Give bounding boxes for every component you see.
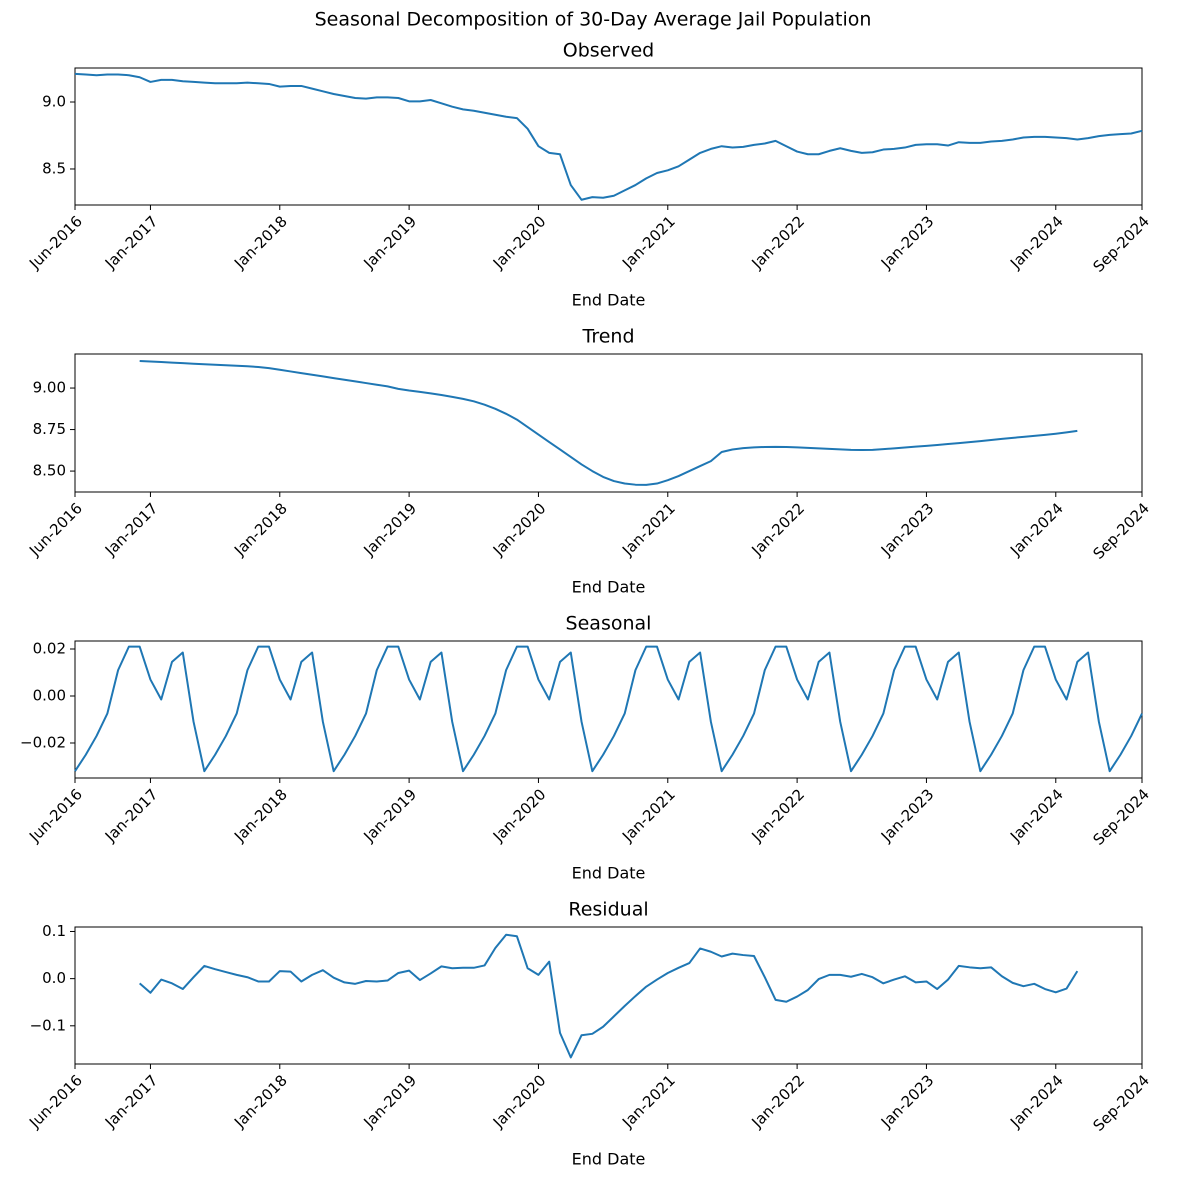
x-tick-label: Jan-2020 bbox=[489, 785, 550, 846]
x-tick-label: Jan-2018 bbox=[230, 212, 291, 273]
x-tick-label: Jun-2016 bbox=[25, 785, 86, 846]
x-tick-label: Jan-2017 bbox=[101, 212, 162, 273]
x-tick-label: Jan-2024 bbox=[1006, 499, 1067, 560]
y-tick-label: −0.1 bbox=[30, 1016, 66, 1034]
x-axis-label: End Date bbox=[572, 864, 646, 883]
x-axis-label: End Date bbox=[572, 1150, 646, 1169]
x-tick-label: Jun-2016 bbox=[25, 212, 86, 273]
x-tick-label: Jan-2017 bbox=[101, 499, 162, 560]
data-line bbox=[139, 359, 1078, 486]
x-tick-label: Jan-2024 bbox=[1006, 1071, 1067, 1132]
x-tick-label: Sep-2024 bbox=[1089, 785, 1153, 849]
panel-title: Residual bbox=[568, 899, 648, 921]
y-tick-label: −0.02 bbox=[20, 733, 66, 751]
x-tick-label: Jan-2017 bbox=[101, 785, 162, 846]
y-tick-label: 9.00 bbox=[33, 379, 66, 397]
axes-frame bbox=[74, 640, 1143, 779]
panel-title: Observed bbox=[563, 40, 654, 62]
x-tick-label: Jan-2018 bbox=[230, 1071, 291, 1132]
x-tick-label: Jan-2018 bbox=[230, 785, 291, 846]
y-tick-label: 8.75 bbox=[33, 420, 66, 438]
y-tick-label: 9.0 bbox=[42, 93, 66, 111]
x-tick-label: Sep-2024 bbox=[1089, 1071, 1153, 1135]
x-tick-label: Jan-2022 bbox=[748, 212, 809, 273]
x-tick-label: Jan-2019 bbox=[360, 212, 421, 273]
y-tick-label: 8.50 bbox=[33, 462, 66, 480]
axes-frame bbox=[74, 353, 1143, 493]
x-tick-label: Jan-2023 bbox=[877, 499, 938, 560]
x-tick-label: Jan-2017 bbox=[101, 1071, 162, 1132]
x-tick-label: Jan-2023 bbox=[877, 1071, 938, 1132]
x-tick-label: Jan-2019 bbox=[360, 1071, 421, 1132]
x-tick-label: Jan-2021 bbox=[618, 1071, 679, 1132]
x-tick-label: Jan-2024 bbox=[1006, 212, 1067, 273]
x-tick-label: Jan-2023 bbox=[877, 212, 938, 273]
x-tick-label: Sep-2024 bbox=[1089, 499, 1153, 563]
x-axis-label: End Date bbox=[572, 291, 646, 310]
panel-title: Trend bbox=[582, 326, 635, 348]
x-tick-label: Jan-2020 bbox=[489, 212, 550, 273]
x-tick-label: Jun-2016 bbox=[25, 499, 86, 560]
x-tick-label: Jan-2022 bbox=[748, 1071, 809, 1132]
x-axis-label: End Date bbox=[572, 578, 646, 597]
x-tick-label: Jun-2016 bbox=[25, 1071, 86, 1132]
x-tick-label: Jan-2020 bbox=[489, 1071, 550, 1132]
figure-title: Seasonal Decomposition of 30-Day Average… bbox=[315, 9, 872, 31]
x-tick-label: Jan-2023 bbox=[877, 785, 938, 846]
panel-title: Seasonal bbox=[566, 613, 652, 635]
data-line bbox=[74, 645, 1143, 773]
x-tick-label: Jan-2021 bbox=[618, 212, 679, 273]
x-tick-label: Jan-2022 bbox=[748, 499, 809, 560]
axes-frame bbox=[74, 926, 1143, 1065]
x-tick-label: Jan-2021 bbox=[618, 785, 679, 846]
x-tick-label: Jan-2021 bbox=[618, 499, 679, 560]
x-tick-label: Jan-2019 bbox=[360, 785, 421, 846]
y-tick-label: 0.00 bbox=[33, 686, 66, 704]
x-tick-label: Jan-2018 bbox=[230, 499, 291, 560]
x-tick-label: Jan-2024 bbox=[1006, 785, 1067, 846]
data-line bbox=[74, 72, 1143, 201]
x-tick-label: Sep-2024 bbox=[1089, 212, 1153, 276]
x-tick-label: Jan-2022 bbox=[748, 785, 809, 846]
data-line bbox=[139, 933, 1079, 1059]
y-tick-label: 0.1 bbox=[42, 922, 66, 940]
y-tick-label: 0.0 bbox=[42, 969, 66, 987]
x-tick-label: Jan-2019 bbox=[360, 499, 421, 560]
axes-frame bbox=[74, 67, 1143, 206]
x-tick-label: Jan-2020 bbox=[489, 499, 550, 560]
y-tick-label: 8.5 bbox=[42, 159, 66, 177]
y-tick-label: 0.02 bbox=[33, 639, 66, 657]
